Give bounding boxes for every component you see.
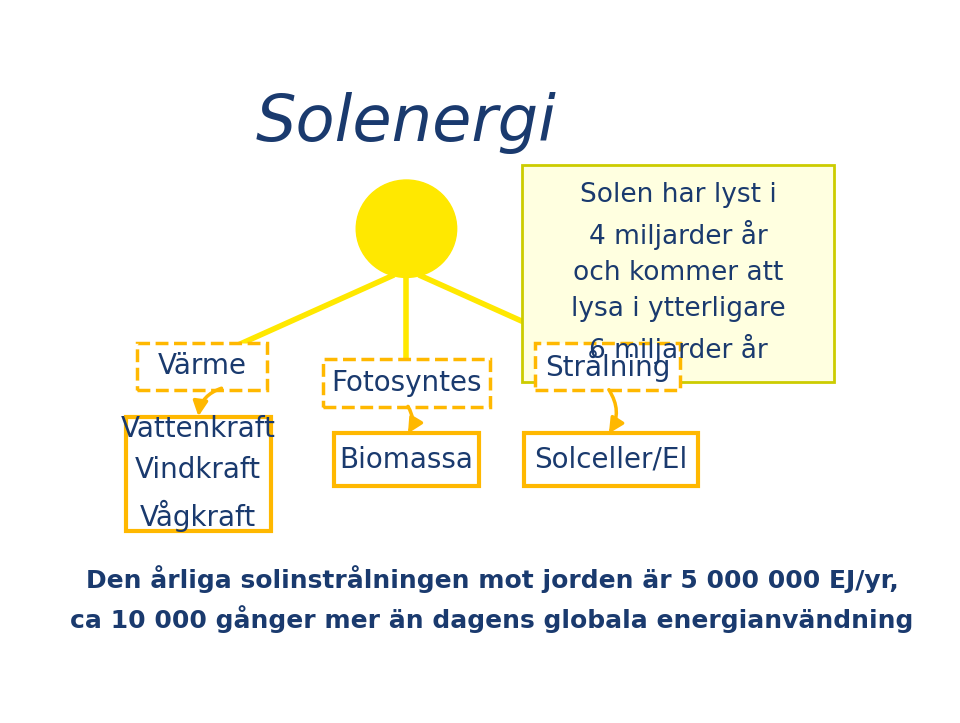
Text: Solenergi: Solenergi <box>256 92 557 154</box>
Text: Biomassa: Biomassa <box>340 446 473 474</box>
FancyBboxPatch shape <box>522 165 834 382</box>
FancyBboxPatch shape <box>535 343 680 390</box>
Text: Fotosyntes: Fotosyntes <box>331 369 482 397</box>
FancyBboxPatch shape <box>523 433 699 486</box>
FancyBboxPatch shape <box>136 343 267 390</box>
FancyBboxPatch shape <box>126 416 271 531</box>
Text: Vattenkraft
Vindkraft
Vågkraft: Vattenkraft Vindkraft Vågkraft <box>121 415 276 532</box>
Text: Den årliga solinstrålningen mot jorden är 5 000 000 EJ/yr,
ca 10 000 gånger mer : Den årliga solinstrålningen mot jorden ä… <box>70 565 914 633</box>
Ellipse shape <box>356 180 457 278</box>
FancyBboxPatch shape <box>334 433 479 486</box>
Text: Solceller/El: Solceller/El <box>535 446 687 474</box>
Text: Solen har lyst i
4 miljarder år
och kommer att
lysa i ytterligare
6 miljarder år: Solen har lyst i 4 miljarder år och komm… <box>570 182 785 364</box>
FancyBboxPatch shape <box>323 359 491 406</box>
Text: Värme: Värme <box>157 352 247 380</box>
Text: Strålning: Strålning <box>544 350 670 382</box>
